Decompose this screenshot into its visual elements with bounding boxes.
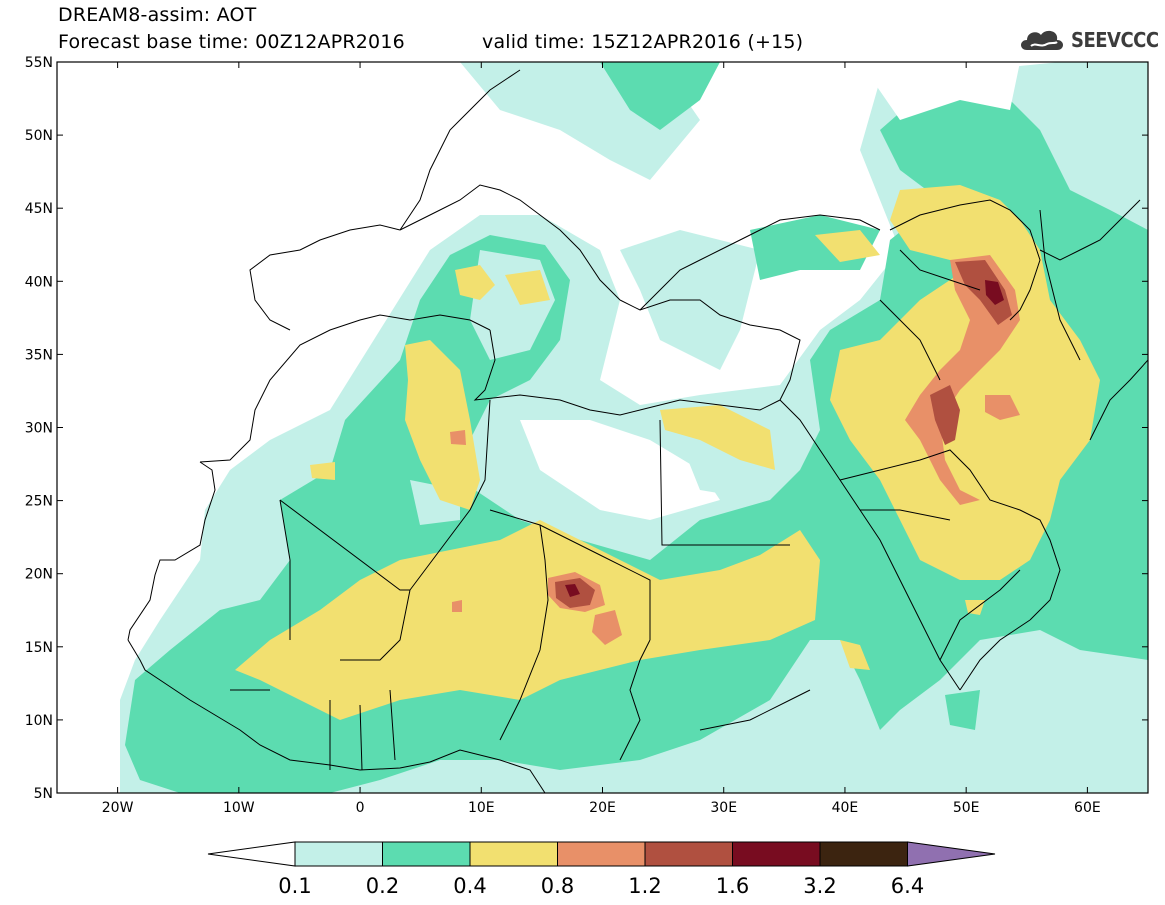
colorbar-label: 3.2 (803, 874, 836, 898)
aot-level-1.6 (565, 280, 1004, 597)
logo-text: SEEVCCC (1071, 28, 1159, 52)
colorbar-low-arrow (207, 841, 296, 867)
longitude-axis: 20W 10W 0 10E 20E 30E 40E 50E 60E (102, 62, 1101, 816)
colorbar-swatch (732, 841, 821, 867)
colorbar-label: 0.4 (453, 874, 486, 898)
colorbar-high-arrow (907, 841, 996, 867)
map-title: DREAM8-assim: AOT (58, 4, 257, 26)
cloud-icon (1021, 30, 1063, 50)
latitude-axis: 5N 10N 15N 20N 25N 30N 35N 40N 45N 50N 55N (25, 55, 1148, 802)
aot-colorbar: 0.1 0.2 0.4 0.8 1.2 1.6 3.2 6.4 (207, 841, 996, 898)
lon-tick-label: 40E (832, 800, 859, 816)
lat-tick-label: 30N (25, 421, 53, 437)
colorbar-label: 0.2 (366, 874, 399, 898)
lon-tick-label: 50E (953, 800, 980, 816)
lat-tick-label: 50N (25, 128, 53, 144)
lon-tick-label: 10E (468, 800, 495, 816)
lat-tick-label: 40N (25, 274, 53, 290)
aot-field (57, 62, 1148, 793)
lat-tick-label: 20N (25, 567, 53, 583)
lat-tick-label: 5N (34, 786, 53, 802)
aot-clear-areas (410, 62, 1020, 525)
colorbar-swatch (644, 841, 733, 867)
lon-tick-label: 0 (356, 800, 365, 816)
colorbar-swatch (294, 841, 383, 867)
lon-tick-label: 20E (589, 800, 616, 816)
colorbar-label: 1.6 (716, 874, 749, 898)
borders (230, 209, 1081, 771)
lon-tick-label: 20W (102, 800, 134, 816)
colorbar-swatch (469, 841, 558, 867)
lat-tick-label: 10N (25, 713, 53, 729)
lon-tick-label: 60E (1074, 800, 1101, 816)
seevccc-logo: SEEVCCC (1017, 22, 1159, 58)
lat-tick-label: 15N (25, 640, 53, 656)
valid-time: valid time: 15Z12APR2016 (+15) (482, 31, 804, 53)
coastlines (127, 69, 1148, 793)
colorbar-swatch (557, 841, 646, 867)
lat-tick-label: 55N (25, 55, 53, 71)
lat-tick-label: 25N (25, 494, 53, 510)
lat-tick-label: 45N (25, 201, 53, 217)
forecast-base-time: Forecast base time: 00Z12APR2016 (58, 31, 405, 53)
colorbar-swatch (819, 841, 908, 867)
colorbar-label: 6.4 (891, 874, 924, 898)
lat-tick-label: 35N (25, 347, 53, 363)
colorbar-label: 0.8 (541, 874, 574, 898)
lon-tick-label: 10W (223, 800, 255, 816)
colorbar-label: 0.1 (278, 874, 311, 898)
aot-level-0.4 (235, 185, 1100, 720)
colorbar-swatch (382, 841, 471, 867)
lon-tick-label: 30E (710, 800, 737, 816)
colorbar-label: 1.2 (628, 874, 661, 898)
